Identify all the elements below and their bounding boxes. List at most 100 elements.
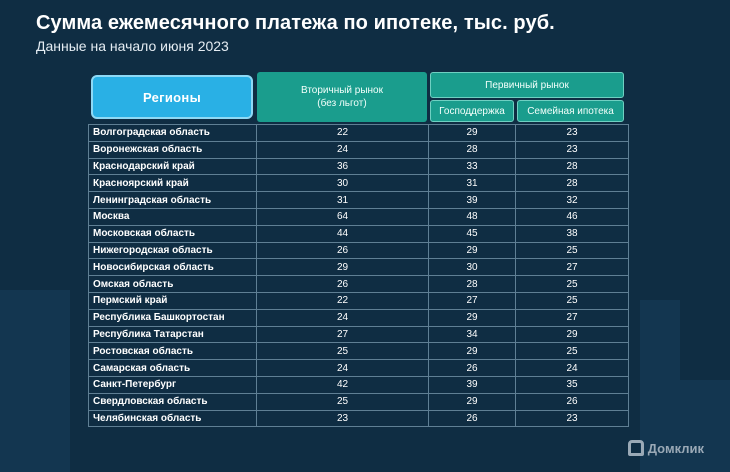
gov-support-cell: 27 xyxy=(428,291,516,310)
family-mortgage-cell: 23 xyxy=(515,409,629,428)
family-mortgage-cell: 28 xyxy=(515,157,629,176)
gov-support-cell: 26 xyxy=(428,359,516,377)
family-mortgage-cell: 25 xyxy=(515,291,629,310)
gov-support-cell: 29 xyxy=(428,308,516,327)
header-secondary-line2: (без льгот) xyxy=(317,98,367,109)
secondary-market-cell: 30 xyxy=(256,174,429,193)
table-row: Челябинская область 23 26 23 xyxy=(88,409,629,428)
family-mortgage-cell: 32 xyxy=(515,191,629,209)
header-family-mortgage: Семейная ипотека xyxy=(517,100,624,122)
gov-support-cell: 29 xyxy=(428,342,516,361)
table-row: Московская область 44 45 38 xyxy=(88,224,629,243)
table-row: Пермский край 22 27 25 xyxy=(88,291,629,310)
table-row: Краснодарский край 36 33 28 xyxy=(88,157,629,176)
table-row: Республика Башкортостан 24 29 27 xyxy=(88,308,629,327)
table-row: Республика Татарстан 27 34 29 xyxy=(88,325,629,344)
region-cell: Ростовская область xyxy=(88,342,257,361)
table-row: Ростовская область 25 29 25 xyxy=(88,342,629,361)
gov-support-cell: 31 xyxy=(428,174,516,193)
table-row: Волгоградская область 22 29 23 xyxy=(88,124,629,142)
region-cell: Омская область xyxy=(88,275,257,293)
secondary-market-cell: 26 xyxy=(256,241,429,260)
region-cell: Краснодарский край xyxy=(88,157,257,176)
family-mortgage-cell: 25 xyxy=(515,342,629,361)
gov-support-cell: 48 xyxy=(428,207,516,226)
table-row: Нижегородская область 26 29 25 xyxy=(88,241,629,260)
family-mortgage-cell: 27 xyxy=(515,258,629,277)
secondary-market-cell: 42 xyxy=(256,375,429,394)
header-primary-market: Первичный рынок xyxy=(430,72,624,98)
table-row: Ленинградская область 31 39 32 xyxy=(88,191,629,209)
table-row: Красноярский край 30 31 28 xyxy=(88,174,629,193)
secondary-market-cell: 44 xyxy=(256,224,429,243)
header-gov-support: Господдержка xyxy=(430,100,514,122)
secondary-market-cell: 25 xyxy=(256,392,429,411)
brand-name: Домклик xyxy=(647,440,704,456)
gov-support-cell: 39 xyxy=(428,375,516,394)
page-subtitle: Данные на начало июня 2023 xyxy=(36,38,229,54)
background-block xyxy=(640,300,680,472)
table-row: Новосибирская область 29 30 27 xyxy=(88,258,629,277)
table-body: Волгоградская область 22 29 23 Воронежская о… xyxy=(88,124,629,428)
secondary-market-cell: 29 xyxy=(256,258,429,277)
region-cell: Московская область xyxy=(88,224,257,243)
secondary-market-cell: 31 xyxy=(256,191,429,209)
region-cell: Республика Татарстан xyxy=(88,325,257,344)
family-mortgage-cell: 38 xyxy=(515,224,629,243)
secondary-market-cell: 22 xyxy=(256,124,429,142)
region-cell: Санкт-Петербург xyxy=(88,375,257,394)
header-regions: Регионы xyxy=(91,75,253,119)
region-cell: Челябинская область xyxy=(88,409,257,428)
region-cell: Волгоградская область xyxy=(88,124,257,142)
table-row: Москва 64 48 46 xyxy=(88,207,629,226)
family-mortgage-cell: 28 xyxy=(515,174,629,193)
family-mortgage-cell: 46 xyxy=(515,207,629,226)
background-block xyxy=(0,290,70,472)
table-row: Свердловская область 25 29 26 xyxy=(88,392,629,411)
secondary-market-cell: 24 xyxy=(256,308,429,327)
family-mortgage-cell: 29 xyxy=(515,325,629,344)
table-row: Санкт-Петербург 42 39 35 xyxy=(88,375,629,394)
secondary-market-cell: 25 xyxy=(256,342,429,361)
region-cell: Нижегородская область xyxy=(88,241,257,260)
gov-support-cell: 34 xyxy=(428,325,516,344)
gov-support-cell: 29 xyxy=(428,392,516,411)
header-secondary-market: Вторичный рынок (без льгот) xyxy=(257,72,427,122)
family-mortgage-cell: 25 xyxy=(515,241,629,260)
region-cell: Республика Башкортостан xyxy=(88,308,257,327)
gov-support-cell: 30 xyxy=(428,258,516,277)
region-cell: Москва xyxy=(88,207,257,226)
gov-support-cell: 26 xyxy=(428,409,516,428)
gov-support-cell: 33 xyxy=(428,157,516,176)
page-title: Сумма ежемесячного платежа по ипотеке, т… xyxy=(36,12,555,34)
gov-support-cell: 45 xyxy=(428,224,516,243)
family-mortgage-cell: 24 xyxy=(515,359,629,377)
table-row: Омская область 26 28 25 xyxy=(88,275,629,293)
secondary-market-cell: 36 xyxy=(256,157,429,176)
gov-support-cell: 39 xyxy=(428,191,516,209)
region-cell: Свердловская область xyxy=(88,392,257,411)
region-cell: Пермский край xyxy=(88,291,257,310)
family-mortgage-cell: 35 xyxy=(515,375,629,394)
table-row: Воронежская область 24 28 23 xyxy=(88,140,629,159)
gov-support-cell: 28 xyxy=(428,140,516,159)
region-cell: Ленинградская область xyxy=(88,191,257,209)
gov-support-cell: 29 xyxy=(428,124,516,142)
region-cell: Воронежская область xyxy=(88,140,257,159)
family-mortgage-cell: 23 xyxy=(515,140,629,159)
brand-logo: Домклик xyxy=(627,440,704,456)
family-mortgage-cell: 25 xyxy=(515,275,629,293)
secondary-market-cell: 26 xyxy=(256,275,429,293)
family-mortgage-cell: 23 xyxy=(515,124,629,142)
family-mortgage-cell: 27 xyxy=(515,308,629,327)
family-mortgage-cell: 26 xyxy=(515,392,629,411)
table-header: Регионы Вторичный рынок (без льгот) Перв… xyxy=(88,72,628,124)
region-cell: Самарская область xyxy=(88,359,257,377)
gov-support-cell: 29 xyxy=(428,241,516,260)
gov-support-cell: 28 xyxy=(428,275,516,293)
secondary-market-cell: 23 xyxy=(256,409,429,428)
house-icon xyxy=(627,440,644,456)
header-secondary-line1: Вторичный рынок xyxy=(300,85,383,96)
secondary-market-cell: 24 xyxy=(256,140,429,159)
secondary-market-cell: 24 xyxy=(256,359,429,377)
